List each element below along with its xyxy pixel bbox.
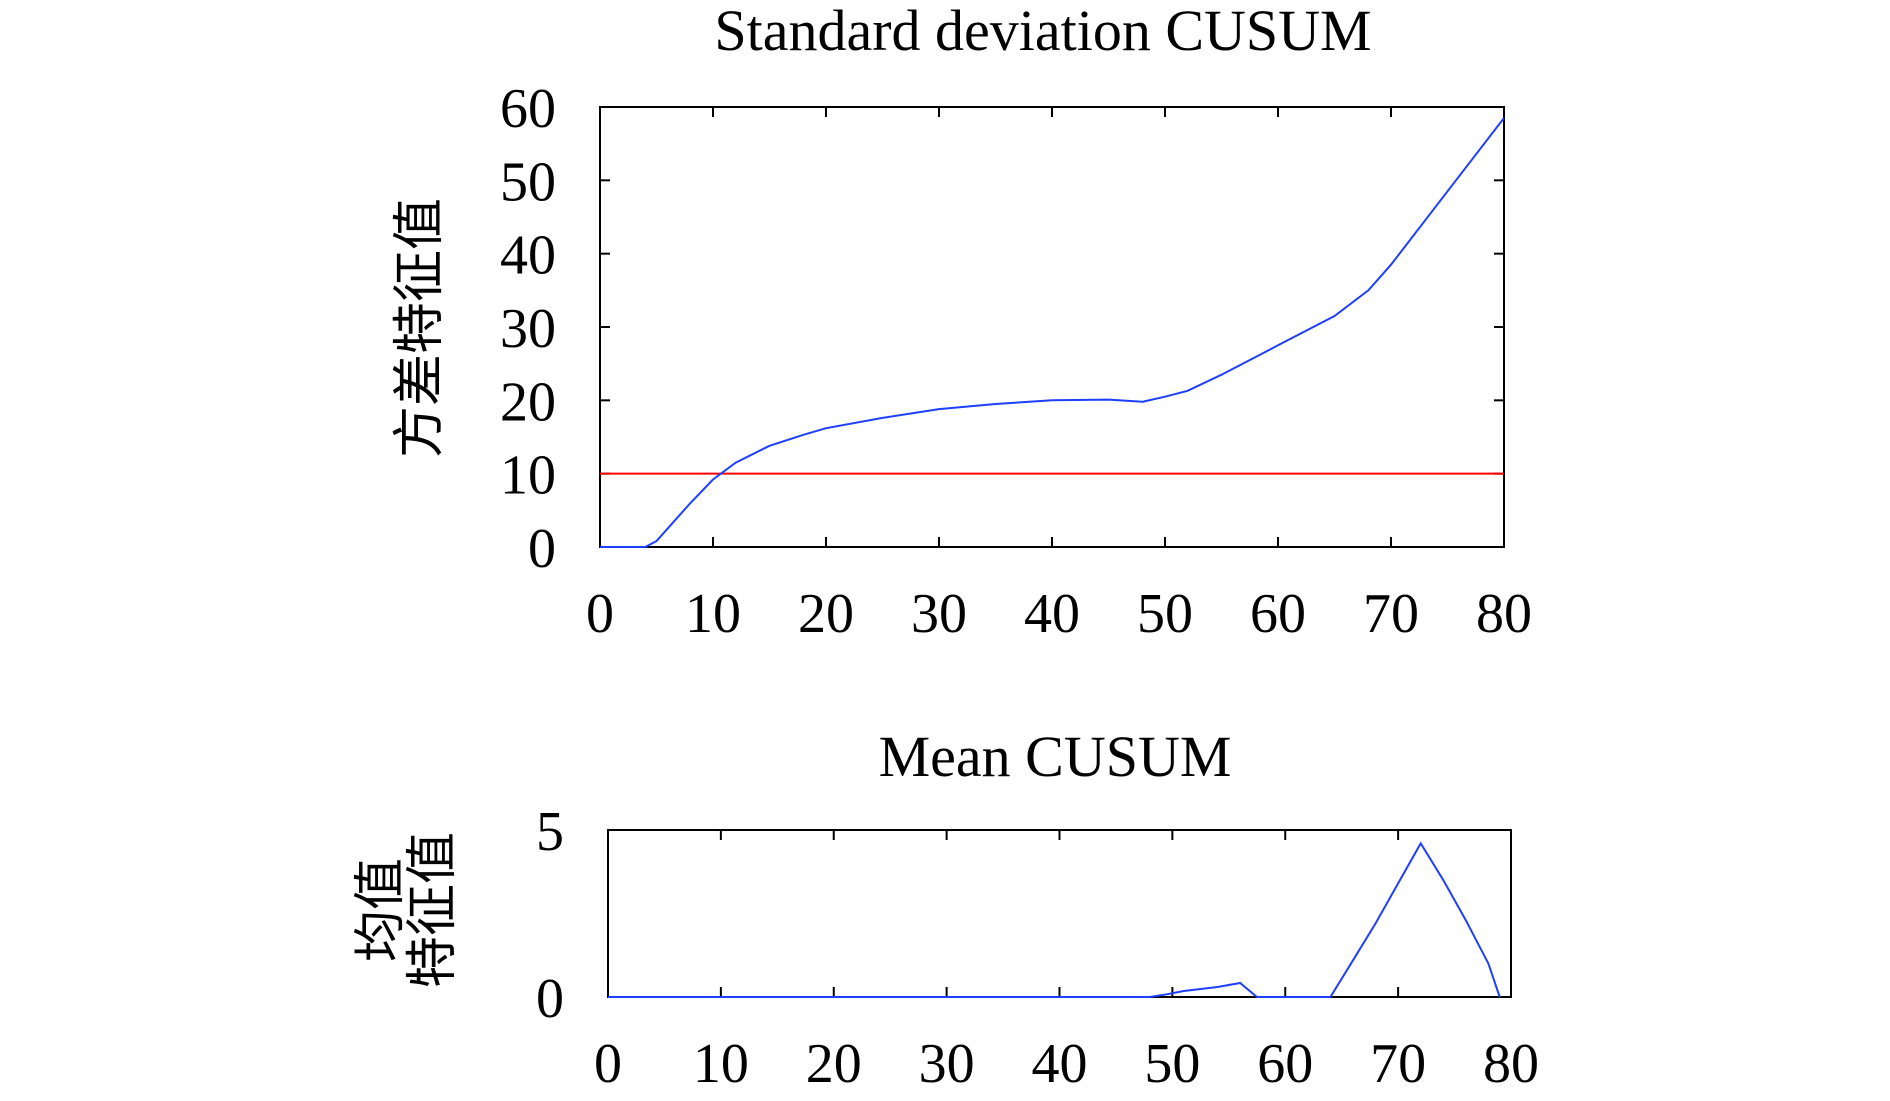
sd-y-tick-label: 30 [500, 298, 556, 360]
sd-y-tick-label: 10 [500, 445, 556, 507]
mean-y-tick-label: 0 [536, 968, 564, 1030]
sd-x-tick-label: 50 [1137, 583, 1193, 645]
mean-x-tick-label: 70 [1370, 1033, 1426, 1095]
mean-x-tick-label: 10 [693, 1033, 749, 1095]
sd-y-tick-label: 20 [500, 371, 556, 433]
sd-x-tick-label: 30 [911, 583, 967, 645]
mean-y-axis-label-line1: 均值 [353, 858, 410, 962]
mean-x-tick-label: 80 [1483, 1033, 1539, 1095]
mean-y-tick-label: 5 [536, 801, 564, 863]
sd-plot-area: 0 10 20 30 40 50 60 70 80 0 10 20 30 40 50 60 [500, 78, 1532, 645]
mean-x-tick-label: 20 [806, 1033, 862, 1095]
mean-chart-title: Mean CUSUM [879, 724, 1232, 789]
sd-series-line [600, 117, 1505, 548]
sd-x-tick-label: 20 [798, 583, 854, 645]
mean-plot-frame [607, 829, 1512, 998]
sd-y-axis-label: 方差特征值 [392, 198, 449, 458]
sd-y-tick-label: 50 [500, 151, 556, 213]
sd-x-tick-label: 0 [586, 583, 614, 645]
sd-x-tick-label: 40 [1024, 583, 1080, 645]
mean-x-tick-label: 0 [594, 1033, 622, 1095]
sd-x-tick-label: 60 [1250, 583, 1306, 645]
mean-y-axis-label-line2: 特征值 [405, 832, 462, 988]
sd-cusum-chart: Standard deviation CUSUM 方差特征值 0 10 20 30 40… [392, 0, 1532, 645]
mean-plot-area: 0 10 20 30 40 50 60 70 80 0 5 [536, 801, 1539, 1095]
sd-x-tick-label: 80 [1476, 583, 1532, 645]
sd-x-tick-label: 70 [1363, 583, 1419, 645]
sd-y-tick-label: 0 [528, 518, 556, 580]
mean-x-tick-label: 60 [1257, 1033, 1313, 1095]
sd-plot-frame [599, 106, 1505, 548]
sd-y-tick-label: 60 [500, 78, 556, 140]
mean-x-tick-label: 30 [919, 1033, 975, 1095]
sd-chart-title: Standard deviation CUSUM [714, 0, 1371, 63]
mean-x-tick-label: 40 [1032, 1033, 1088, 1095]
mean-cusum-chart: Mean CUSUM 均值 特征值 0 10 20 30 40 50 60 70 80 0 5 [353, 724, 1539, 1095]
sd-y-tick-label: 40 [500, 225, 556, 287]
mean-x-tick-label: 50 [1144, 1033, 1200, 1095]
sd-x-tick-label: 10 [685, 583, 741, 645]
mean-series-line [608, 841, 1501, 998]
